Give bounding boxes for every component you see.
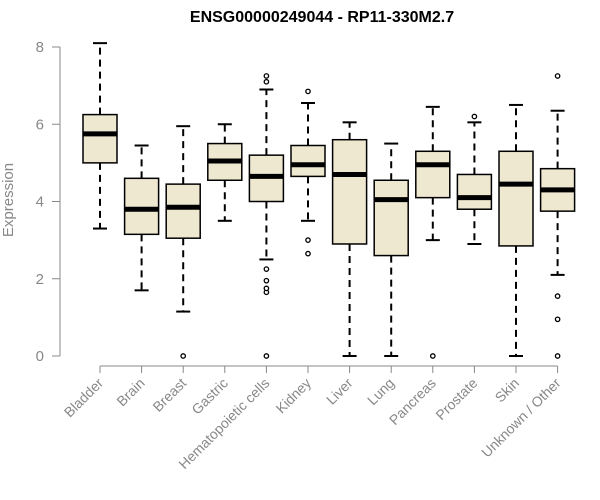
chart-title: ENSG00000249044 - RP11-330M2.7	[190, 9, 454, 26]
outlier-point	[263, 73, 270, 79]
box-iqr	[290, 144, 326, 178]
y-tick-label: 0	[36, 348, 44, 365]
outlier-point	[554, 316, 561, 323]
y-tick-label: 6	[36, 116, 44, 133]
box-iqr	[456, 173, 493, 210]
box-brain	[123, 144, 160, 292]
outlier-point	[429, 353, 436, 359]
box-liver	[331, 121, 368, 357]
box-iqr	[415, 150, 451, 199]
x-tick-label: Skin	[492, 375, 523, 406]
y-tick-label: 8	[36, 39, 44, 56]
box-gastric	[207, 123, 243, 222]
box-breast	[165, 125, 201, 359]
box-pancreas	[415, 105, 451, 359]
x-tick-label: Lung	[364, 375, 397, 408]
x-tick-label: Breast	[149, 375, 189, 415]
x-tick-label: Brain	[113, 375, 147, 409]
outlier-point	[263, 277, 270, 284]
box-iqr	[373, 179, 409, 257]
box-unknown-other	[539, 73, 576, 359]
y-axis-label: Expression	[0, 163, 17, 237]
outlier-point	[305, 237, 311, 243]
outlier-point	[263, 78, 270, 85]
outlier-point	[263, 353, 270, 359]
outlier-point	[554, 73, 561, 79]
box-prostate	[456, 113, 493, 245]
x-tick-label: Unknown / Other	[478, 375, 564, 461]
x-tick-label: Bladder	[61, 375, 107, 421]
outlier-point	[305, 88, 311, 95]
box-bladder	[82, 42, 118, 230]
x-tick-label: Prostate	[432, 375, 480, 423]
box-iqr	[123, 177, 160, 236]
box-skin	[498, 103, 534, 357]
outlier-point	[263, 266, 270, 272]
y-tick-label: 2	[36, 271, 44, 288]
outlier-point	[263, 285, 270, 292]
outlier-point	[554, 293, 561, 299]
box-lung	[373, 142, 409, 357]
x-tick-label: Liver	[323, 375, 356, 408]
outlier-point	[180, 353, 187, 359]
box-hematopoietic-cells	[248, 73, 285, 359]
outlier-point	[471, 113, 478, 120]
outlier-point	[305, 250, 311, 257]
outlier-point	[554, 353, 561, 359]
box-iqr	[498, 150, 534, 247]
box-iqr	[82, 113, 118, 164]
box-iqr	[331, 138, 368, 245]
box-iqr	[165, 183, 201, 239]
box-kidney	[290, 88, 326, 257]
y-axis: 0 2 4 6 8	[36, 39, 61, 365]
y-tick-label: 4	[36, 194, 44, 211]
x-tick-label: Kidney	[273, 375, 315, 417]
boxes-group	[82, 42, 576, 359]
